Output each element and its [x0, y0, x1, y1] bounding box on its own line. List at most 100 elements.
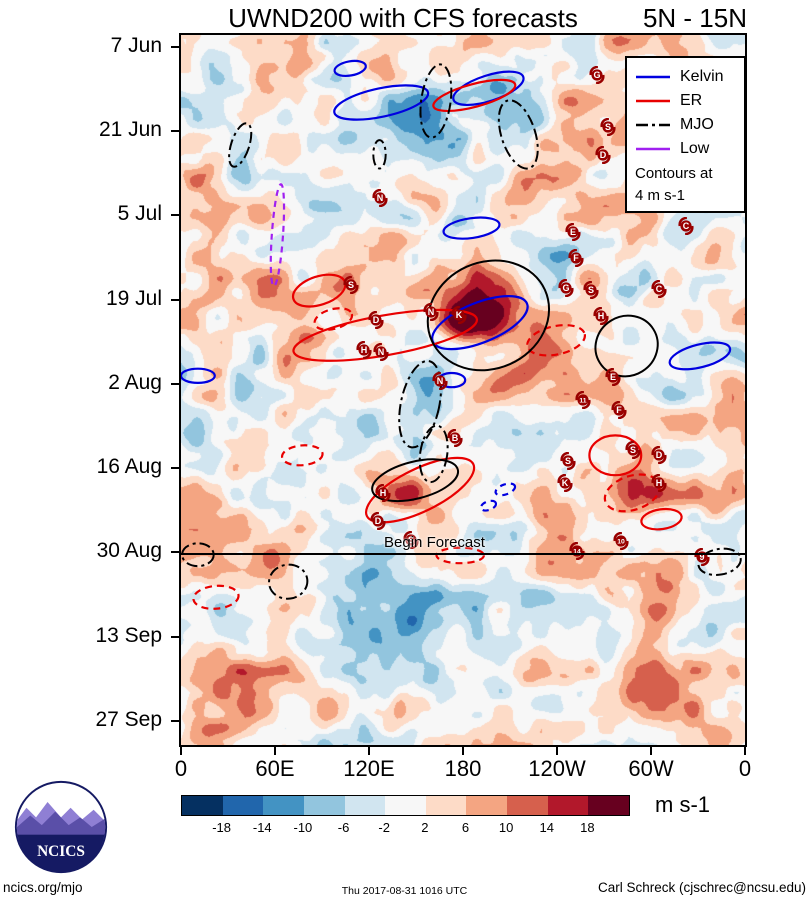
storm-symbol: E: [604, 367, 622, 387]
storm-symbol: 10: [612, 531, 630, 551]
time-axis-label: 2 Aug: [108, 370, 162, 394]
storm-symbol: D: [369, 511, 387, 531]
time-axis-label: 13 Sep: [95, 623, 162, 647]
storm-symbol: G: [557, 278, 575, 298]
kelvin-contour: [333, 59, 367, 78]
svg-text:N: N: [378, 347, 385, 357]
svg-text:N: N: [377, 193, 384, 203]
colorbar-segment: [222, 796, 264, 815]
svg-text:K: K: [562, 478, 569, 488]
footer-credit: Carl Schreck (cjschrec@ncsu.edu): [597, 880, 806, 895]
y-axis-tick: [171, 298, 179, 301]
begin-forecast-label: Begin Forecast: [384, 534, 485, 551]
region-label: 5N - 15N: [642, 3, 747, 33]
legend-line-sample: [636, 147, 670, 151]
svg-text:D: D: [600, 150, 607, 160]
y-axis-tick: [171, 130, 179, 133]
colorbar-segment: [182, 796, 223, 815]
storm-symbol: S: [582, 280, 600, 300]
storm-symbol: 9: [693, 547, 711, 567]
legend-items: Kelvin ER MJO Low: [635, 65, 738, 161]
storm-symbol: C: [650, 279, 668, 299]
mjo-contour: [371, 458, 460, 503]
colorbar-tick-label: -2: [378, 820, 390, 835]
svg-text:9: 9: [700, 552, 705, 562]
storm-symbol: H: [592, 306, 610, 326]
storm-symbol: H: [374, 483, 392, 503]
storm-symbol: D: [367, 310, 385, 330]
storm-symbol: K: [450, 305, 468, 325]
storm-symbol: G: [588, 65, 606, 85]
svg-text:S: S: [348, 280, 354, 290]
mjo-contour: [697, 547, 742, 576]
contours-overlay: [181, 59, 742, 610]
y-axis-tick: [171, 467, 179, 470]
storm-symbol: B: [446, 428, 464, 448]
svg-text:S: S: [565, 456, 571, 466]
svg-text:D: D: [656, 450, 663, 460]
time-axis-label: 27 Sep: [95, 707, 162, 731]
begin-forecast-line: [181, 553, 745, 555]
ncics-logo: NCICS: [14, 780, 108, 874]
colorbar-segment: [385, 796, 426, 815]
er-contour: [435, 546, 486, 565]
storm-symbol: S: [624, 440, 642, 460]
legend-item-label: Low: [680, 140, 710, 157]
x-axis-tick: [274, 747, 276, 755]
time-axis-label: 19 Jul: [105, 286, 162, 310]
time-axis-label: 7 Jun: [110, 33, 162, 57]
svg-text:C: C: [656, 284, 663, 294]
legend-item-kelvin: Kelvin: [635, 65, 738, 89]
svg-text:10: 10: [617, 539, 625, 546]
x-axis-tick: [650, 747, 652, 755]
mjo-contour: [418, 424, 449, 484]
storm-symbol: S: [402, 530, 420, 550]
legend-item-low: Low: [635, 137, 738, 161]
svg-text:S: S: [408, 535, 414, 545]
svg-text:11: 11: [580, 397, 587, 404]
legend-item-er: ER: [635, 89, 738, 113]
longitude-axis-label: 60W: [628, 756, 674, 781]
er-contour: [640, 507, 683, 531]
storm-symbol: N: [422, 302, 440, 322]
kelvin-contour: [442, 216, 501, 240]
footer-url: ncics.org/mjo: [3, 880, 83, 895]
er-contour: [292, 308, 479, 362]
kelvin-contour: [333, 84, 430, 121]
footer-timestamp: Thu 2017-08-31 1016 UTC: [341, 885, 468, 897]
colorbar: [181, 795, 630, 816]
er-contour: [432, 78, 517, 113]
legend-item-label: Kelvin: [680, 68, 724, 85]
storm-symbol: C: [677, 216, 695, 236]
er-contour: [526, 324, 587, 357]
longitude-axis-label: 180: [444, 756, 482, 781]
legend-item-label: MJO: [680, 116, 714, 133]
svg-text:H: H: [380, 488, 387, 498]
x-axis-tick: [744, 747, 746, 755]
svg-text:E: E: [570, 227, 576, 237]
colorbar-units: m s-1: [655, 792, 710, 817]
svg-text:B: B: [452, 433, 459, 443]
kelvin-contour: [668, 341, 732, 371]
svg-text:N: N: [437, 376, 444, 386]
svg-text:14: 14: [573, 548, 581, 555]
storm-symbol: E: [564, 222, 582, 242]
svg-text:S: S: [630, 445, 636, 455]
colorbar-segment: [547, 796, 589, 815]
storm-symbol: N: [372, 342, 390, 362]
colorbar-tick-label: 10: [498, 820, 514, 835]
y-axis-tick: [171, 635, 179, 638]
mjo-contour: [497, 99, 539, 170]
storm-symbol: H: [650, 473, 668, 493]
legend-line-sample: [636, 123, 670, 127]
er-contour: [280, 444, 324, 467]
svg-text:F: F: [573, 253, 579, 263]
colorbar-tick-label: 14: [539, 820, 554, 835]
colorbar-segment: [425, 796, 467, 815]
svg-text:H: H: [360, 345, 367, 355]
storm-symbol: N: [431, 371, 449, 391]
storm-symbol: N: [371, 188, 389, 208]
er-contour: [364, 456, 476, 524]
storm-symbol: S: [342, 275, 360, 295]
